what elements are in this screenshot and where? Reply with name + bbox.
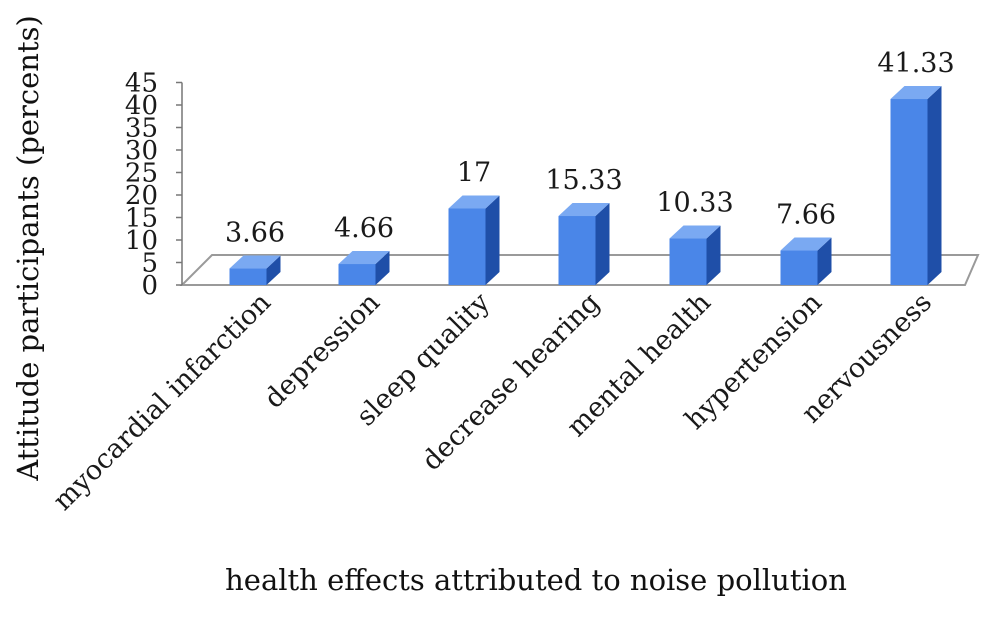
bar-side [485,195,500,285]
bar-top [890,86,942,100]
bar-front [558,216,596,285]
bar-side [817,237,832,285]
bar-top [558,203,610,217]
y-tick-label: 10 [125,226,158,256]
bars [229,86,942,285]
bar-side [927,86,942,285]
y-tick-label: 15 [125,204,158,234]
bar [890,86,942,285]
bar-side [266,255,281,285]
bar-top [669,225,721,239]
y-tick-label: 20 [125,181,158,211]
data-label: 17 [457,158,491,189]
bar-front [890,99,928,285]
bar-front [338,264,376,285]
category-label: myocardial infarction [47,287,277,517]
y-tick-label: 45 [125,69,158,99]
bar-side [706,225,721,285]
data-label: 41.33 [877,48,954,79]
x-axis-title: health effects attributed to noise pollu… [225,563,847,597]
bar-top [780,237,832,251]
data-label: 7.66 [776,200,836,231]
y-tick-label: 30 [125,136,158,166]
data-label: 4.66 [334,213,394,244]
y-tick-label: 25 [125,159,158,189]
y-tick-label: 0 [141,271,158,301]
bar-front [448,208,486,285]
bar [448,195,500,285]
bar-front [669,238,707,285]
bar-top [448,195,500,209]
bar-side [375,251,390,285]
bar-front [780,250,818,285]
y-tick-label: 5 [141,249,158,279]
y-tick-label: 40 [125,91,158,121]
bar [338,251,390,285]
data-label: 10.33 [656,188,733,219]
bar-top [229,255,281,269]
data-labels: 3.66 4.66 17 15.33 10.33 7.66 41.33 [225,48,955,249]
bar-top [338,251,390,265]
bar [558,203,610,285]
bar-side [595,203,610,285]
bar [780,237,832,285]
data-label: 3.66 [225,218,285,249]
data-label: 15.33 [545,165,622,196]
bar-front [229,268,267,285]
bar [229,255,281,285]
bar [669,225,721,285]
y-axis-title: Attitude participants (percents) [11,15,45,482]
y-tick-label: 35 [125,114,158,144]
